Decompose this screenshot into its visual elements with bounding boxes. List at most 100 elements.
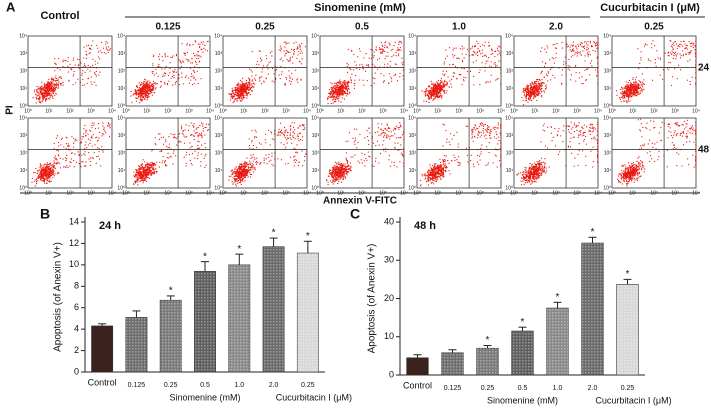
dot	[236, 173, 238, 175]
axis-tick-label: 10⁰	[408, 103, 416, 109]
dot	[543, 82, 545, 85]
dot	[449, 64, 451, 66]
dot	[164, 53, 166, 55]
dot	[52, 169, 54, 171]
dot	[247, 82, 249, 84]
dot	[628, 90, 630, 92]
dot	[135, 181, 137, 183]
dot	[536, 89, 538, 92]
dot	[443, 83, 445, 85]
dot	[593, 41, 595, 43]
dot	[252, 86, 254, 88]
dot	[685, 53, 687, 55]
dot	[586, 46, 588, 48]
dot	[88, 53, 90, 55]
dot	[144, 85, 146, 87]
dot	[461, 67, 463, 69]
dot	[108, 49, 110, 51]
dot	[483, 55, 486, 57]
dose-label: 0.25	[644, 22, 664, 33]
dot	[621, 90, 623, 92]
dot	[254, 169, 256, 171]
dot	[248, 81, 250, 83]
dot	[54, 95, 56, 97]
dot	[692, 47, 694, 49]
dot	[329, 94, 331, 96]
dot	[246, 86, 249, 88]
dot	[144, 177, 146, 179]
dot	[250, 84, 252, 86]
dot	[674, 51, 676, 53]
dot	[188, 60, 190, 62]
dot	[196, 70, 198, 72]
dot	[38, 100, 40, 102]
dot	[204, 126, 206, 128]
dot	[443, 84, 445, 86]
dot	[552, 44, 554, 46]
dot	[87, 133, 89, 135]
dot	[197, 155, 199, 157]
dot	[247, 87, 249, 89]
dot	[148, 85, 150, 87]
dot	[541, 47, 543, 49]
dot	[45, 98, 48, 100]
dot	[349, 91, 351, 93]
dot	[138, 174, 140, 176]
dot	[385, 41, 387, 43]
dot	[570, 74, 572, 76]
dot	[46, 91, 48, 93]
dot	[232, 92, 234, 94]
dot	[36, 177, 38, 179]
dot	[287, 50, 289, 52]
dot	[686, 44, 688, 47]
dot	[533, 85, 535, 87]
dot	[339, 88, 341, 90]
dot	[50, 81, 52, 83]
dot	[392, 48, 394, 51]
dot	[338, 82, 340, 84]
dot	[243, 82, 245, 84]
dot	[83, 133, 85, 135]
dot	[49, 170, 51, 172]
dot	[239, 95, 241, 97]
dot	[484, 70, 486, 72]
dot	[46, 92, 48, 94]
dot	[553, 62, 555, 64]
dot	[441, 95, 443, 97]
dot	[543, 91, 545, 93]
dot	[69, 63, 71, 65]
dot	[278, 74, 280, 76]
dot	[162, 156, 164, 158]
dot	[350, 82, 352, 84]
dot	[240, 100, 242, 102]
dot	[300, 43, 303, 45]
dot	[541, 96, 543, 98]
dot	[143, 179, 145, 181]
dot	[620, 101, 622, 103]
dot	[527, 87, 529, 89]
dot	[536, 93, 538, 96]
dot	[589, 40, 592, 42]
dot	[566, 43, 568, 45]
dot	[84, 144, 86, 146]
dot	[640, 51, 642, 53]
dot	[428, 85, 430, 87]
dot	[531, 88, 533, 90]
dot	[240, 175, 242, 177]
dot	[194, 60, 197, 62]
dot	[597, 56, 599, 58]
dot	[585, 78, 587, 81]
dot	[145, 172, 147, 174]
dot	[442, 83, 444, 85]
dot	[578, 51, 580, 53]
dot	[137, 92, 140, 94]
plot-frame	[222, 117, 308, 189]
dot	[148, 89, 151, 91]
dot	[229, 93, 232, 95]
dot	[629, 87, 631, 90]
dot	[46, 178, 48, 180]
dot	[54, 173, 56, 175]
dot	[248, 169, 251, 171]
dot	[84, 84, 86, 86]
